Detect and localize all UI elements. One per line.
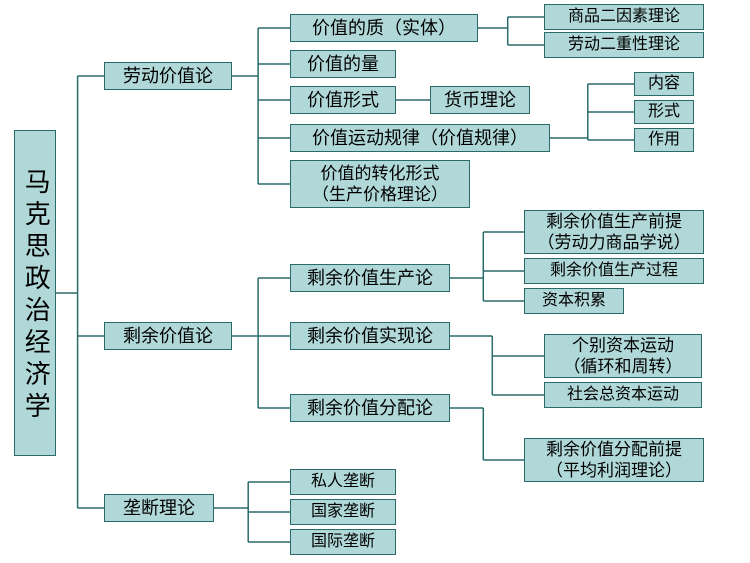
node-l3_cap_acc: 资本积累 [524, 288, 624, 314]
node-l3_content: 内容 [634, 72, 694, 96]
node-l3_commod: 商品二因素理论 [544, 4, 704, 30]
node-l1_labor: 劳动价值论 [104, 62, 232, 90]
node-l2_form: 价值形式 [290, 86, 396, 114]
node-l2_mono_intl: 国际垄断 [290, 529, 396, 555]
node-l2_mono_priv: 私人垄断 [290, 469, 396, 495]
node-l2_law: 价值运动规律（价值规律） [290, 124, 550, 152]
node-money: 货币理论 [430, 86, 530, 114]
node-l2_quality: 价值的质（实体） [290, 14, 478, 42]
node-l2_trans: 价值的转化形式 （生产价格理论） [290, 160, 470, 208]
node-l2_sp_prod: 剩余价值生产论 [290, 264, 450, 292]
node-l3_form: 形式 [634, 100, 694, 124]
node-root: 马克思政治经济学 [14, 130, 56, 456]
node-l3_func: 作用 [634, 128, 694, 152]
node-l3_indiv: 个别资本运动 （循环和周转） [544, 334, 702, 378]
node-l1_monop: 垄断理论 [104, 494, 214, 522]
node-l2_sp_real: 剩余价值实现论 [290, 322, 450, 350]
node-l3_labor2: 劳动二重性理论 [544, 32, 704, 58]
diagram-canvas: 马克思政治经济学 劳动价值论剩余价值论垄断理论 价值的质（实体） 价值的量价值形式价值… [0, 0, 750, 563]
node-l2_mono_state: 国家垄断 [290, 499, 396, 525]
node-l3_sp_pre: 剩余价值生产前提 （劳动力商品学说） [524, 210, 704, 254]
node-l3_dist_pre: 剩余价值分配前提 （平均利润理论） [524, 438, 704, 482]
node-l2_sp_dist: 剩余价值分配论 [290, 394, 450, 422]
node-l2_quantity: 价值的量 [290, 50, 396, 78]
node-l1_surplus: 剩余价值论 [104, 322, 232, 350]
node-l3_social: 社会总资本运动 [544, 382, 702, 408]
node-l3_sp_proc: 剩余价值生产过程 [524, 258, 704, 284]
